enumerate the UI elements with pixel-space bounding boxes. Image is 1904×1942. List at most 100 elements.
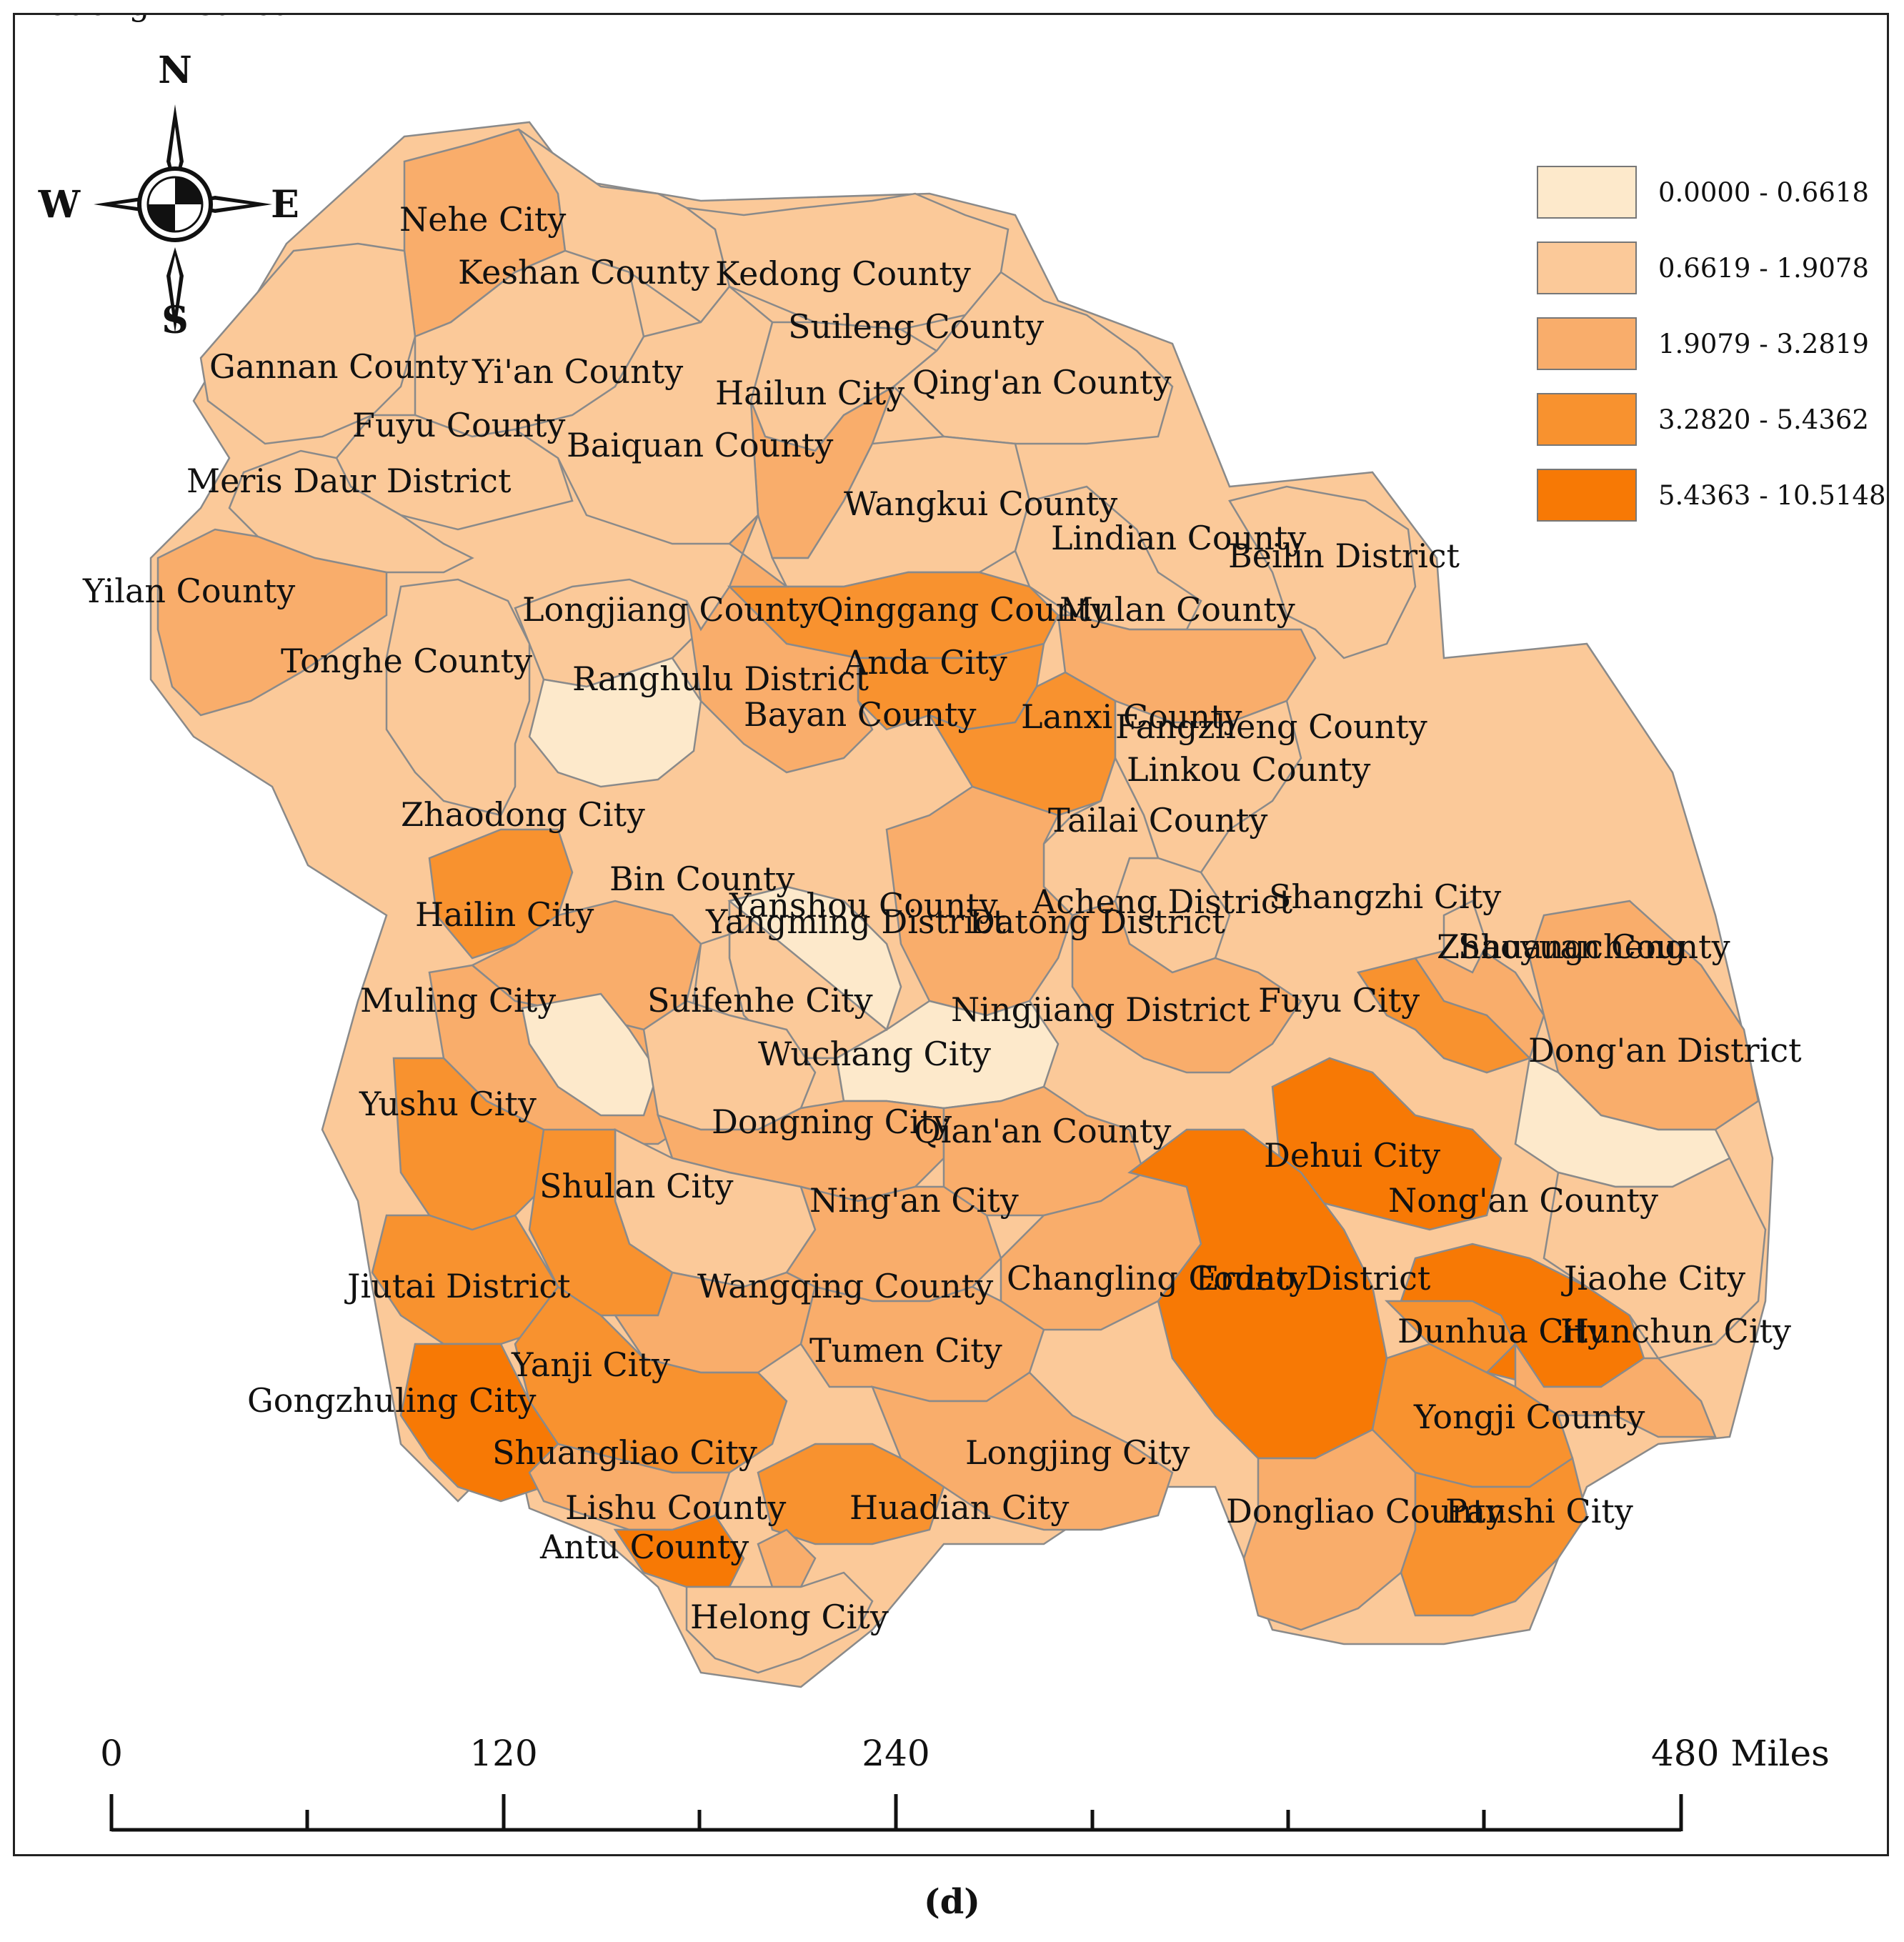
region-dongliao-county (1242, 1428, 1417, 1631)
region-label: Linkou County (1127, 750, 1370, 789)
region-tonghe-county (385, 578, 531, 817)
region-label: Lishu County (565, 1488, 786, 1527)
region-label: Yi'an County (472, 352, 683, 391)
legend-swatch (1537, 241, 1637, 294)
figure-caption: (d) (0, 1882, 1904, 1922)
region-label: Qinggang County (817, 590, 1109, 629)
region-fuyu-city (1356, 957, 1532, 1074)
region-label: Erdao District (1195, 1259, 1431, 1298)
legend-item: 5.4363 - 10.5148 (1537, 457, 1886, 533)
legend-swatch (1537, 393, 1637, 446)
scale-tick-0: 0 (100, 1733, 123, 1774)
region-label: Baiquan County (567, 426, 833, 464)
region-label: Shulan City (539, 1167, 734, 1205)
region-label: Hailun City (715, 374, 904, 412)
region-label: Gannan County (209, 347, 468, 386)
region-label: Ningjiang District (951, 990, 1250, 1029)
region-label: Antu County (539, 1528, 749, 1566)
region-ranghulu-district (528, 657, 702, 788)
legend-item: 1.9079 - 3.2819 (1537, 306, 1873, 382)
region-label: Dongliao County (1226, 1492, 1504, 1530)
region-label: Changling County (1007, 1259, 1307, 1298)
region-label: Hunchun City (1560, 1312, 1791, 1350)
region-label: Shuangliao City (492, 1433, 757, 1472)
region-label: Shuangcheng (1458, 927, 1686, 966)
region-label: Nehe City (399, 200, 566, 239)
region-label: Keshan County (458, 253, 709, 292)
region-label: Meris Daur District (186, 462, 512, 500)
region-panshi-city (1400, 1456, 1588, 1617)
region-label: Datong District (969, 902, 1225, 941)
region-label: Jiutai District (344, 1267, 571, 1305)
legend-label: 0.0000 - 0.6618 (1658, 176, 1869, 208)
region-label: Helong City (690, 1598, 889, 1636)
region-label: Tonghe County (281, 642, 532, 680)
region-label: Wangqing County (697, 1267, 993, 1305)
region-beilin-district (1228, 485, 1417, 659)
scale-tick-480-miles: 480 Miles (1651, 1733, 1830, 1774)
region-label: Gongzhuling City (247, 1381, 537, 1420)
region-label: Kedong County (715, 254, 971, 293)
region-tiedong-district (727, 885, 902, 1032)
region-label: Longjiang County (522, 590, 818, 629)
legend-swatch (1537, 469, 1637, 522)
legend-swatch (1537, 166, 1637, 219)
compass-west-label: W (38, 183, 81, 226)
region-label: Zhaodong City (401, 795, 645, 834)
region-label: Beilin District (1228, 537, 1460, 575)
region-acheng-district (1071, 900, 1302, 1074)
region-label: Zhaoyuan County (1437, 927, 1730, 966)
compass-south-label: S (161, 299, 189, 342)
caption-text: (d) (924, 1882, 980, 1922)
compass-north-label: N (158, 49, 192, 92)
region-label: Tumen City (809, 1331, 1002, 1370)
region-label: Suileng County (788, 307, 1044, 346)
region-label: Qing'an County (912, 363, 1171, 402)
region-label: Longjing City (965, 1433, 1190, 1472)
legend-item: 0.0000 - 0.6618 (1537, 154, 1873, 230)
region-antu-county (757, 1528, 817, 1588)
scale-bar: 0 120 240 480 Miles (100, 1733, 1830, 1832)
legend-label: 3.2820 - 5.4362 (1658, 404, 1869, 435)
region-label: Qian'an County (914, 1112, 1171, 1150)
region-label: Acheng District (1032, 882, 1293, 921)
choropleth-map: Nehe City Keshan County Kedong County Suile… (15, 15, 1830, 1832)
region-label: Dunhua City (1397, 1312, 1606, 1350)
region-bayan-county (685, 514, 874, 774)
legend-swatch (1537, 317, 1637, 370)
region-label: Panshi City (1445, 1492, 1633, 1530)
region-lindian-county (1014, 485, 1202, 631)
region-label: Bin County (609, 860, 794, 898)
region-yilan-county (156, 528, 388, 717)
region-jiaohe-city (1542, 1157, 1767, 1360)
region-label: Yanji City (511, 1345, 670, 1384)
region-label: Lindian County (1051, 519, 1306, 557)
legend-label: 1.9079 - 3.2819 (1658, 328, 1869, 359)
region-label: Ning'an City (809, 1181, 1019, 1220)
region-label: Wuchang City (758, 1035, 991, 1073)
region-kedong-county (683, 192, 1010, 331)
region-helong-city (685, 1571, 874, 1674)
region-label: Mulan County (1060, 590, 1295, 629)
region-label: Nong'an County (1388, 1181, 1658, 1220)
region-label: Shangzhi City (1269, 877, 1501, 916)
region-label: Huadian City (849, 1488, 1069, 1527)
region-label: Fangzheng County (1115, 707, 1427, 746)
map-frame: Nehe City Keshan County Kedong County Suile… (13, 13, 1889, 1856)
region-label: Yongji County (1413, 1398, 1645, 1436)
legend: 0.0000 - 0.6618 0.6619 - 1.9078 1.9079 -… (1537, 154, 1886, 533)
region-muling-city (521, 992, 659, 1117)
region-lishu-county (613, 1514, 745, 1588)
labels-layer: Nehe City Keshan County Kedong County Suile… (15, 15, 1802, 1636)
scale-tick-120: 120 (469, 1733, 537, 1774)
region-label: Yangming District (705, 902, 1006, 941)
region-zhaoyuan-county (1442, 900, 1488, 974)
region-label: Muling City (360, 981, 556, 1020)
region-label: Jiaohe City (1561, 1259, 1745, 1298)
region-label: Yilan County (82, 572, 295, 610)
region-label: Suifenhe City (647, 981, 873, 1020)
region-label: Dongning City (712, 1102, 952, 1141)
regions-layer (149, 121, 1774, 1688)
legend-item: 3.2820 - 5.4362 (1537, 382, 1873, 457)
region-label: Anda City (843, 643, 1007, 682)
